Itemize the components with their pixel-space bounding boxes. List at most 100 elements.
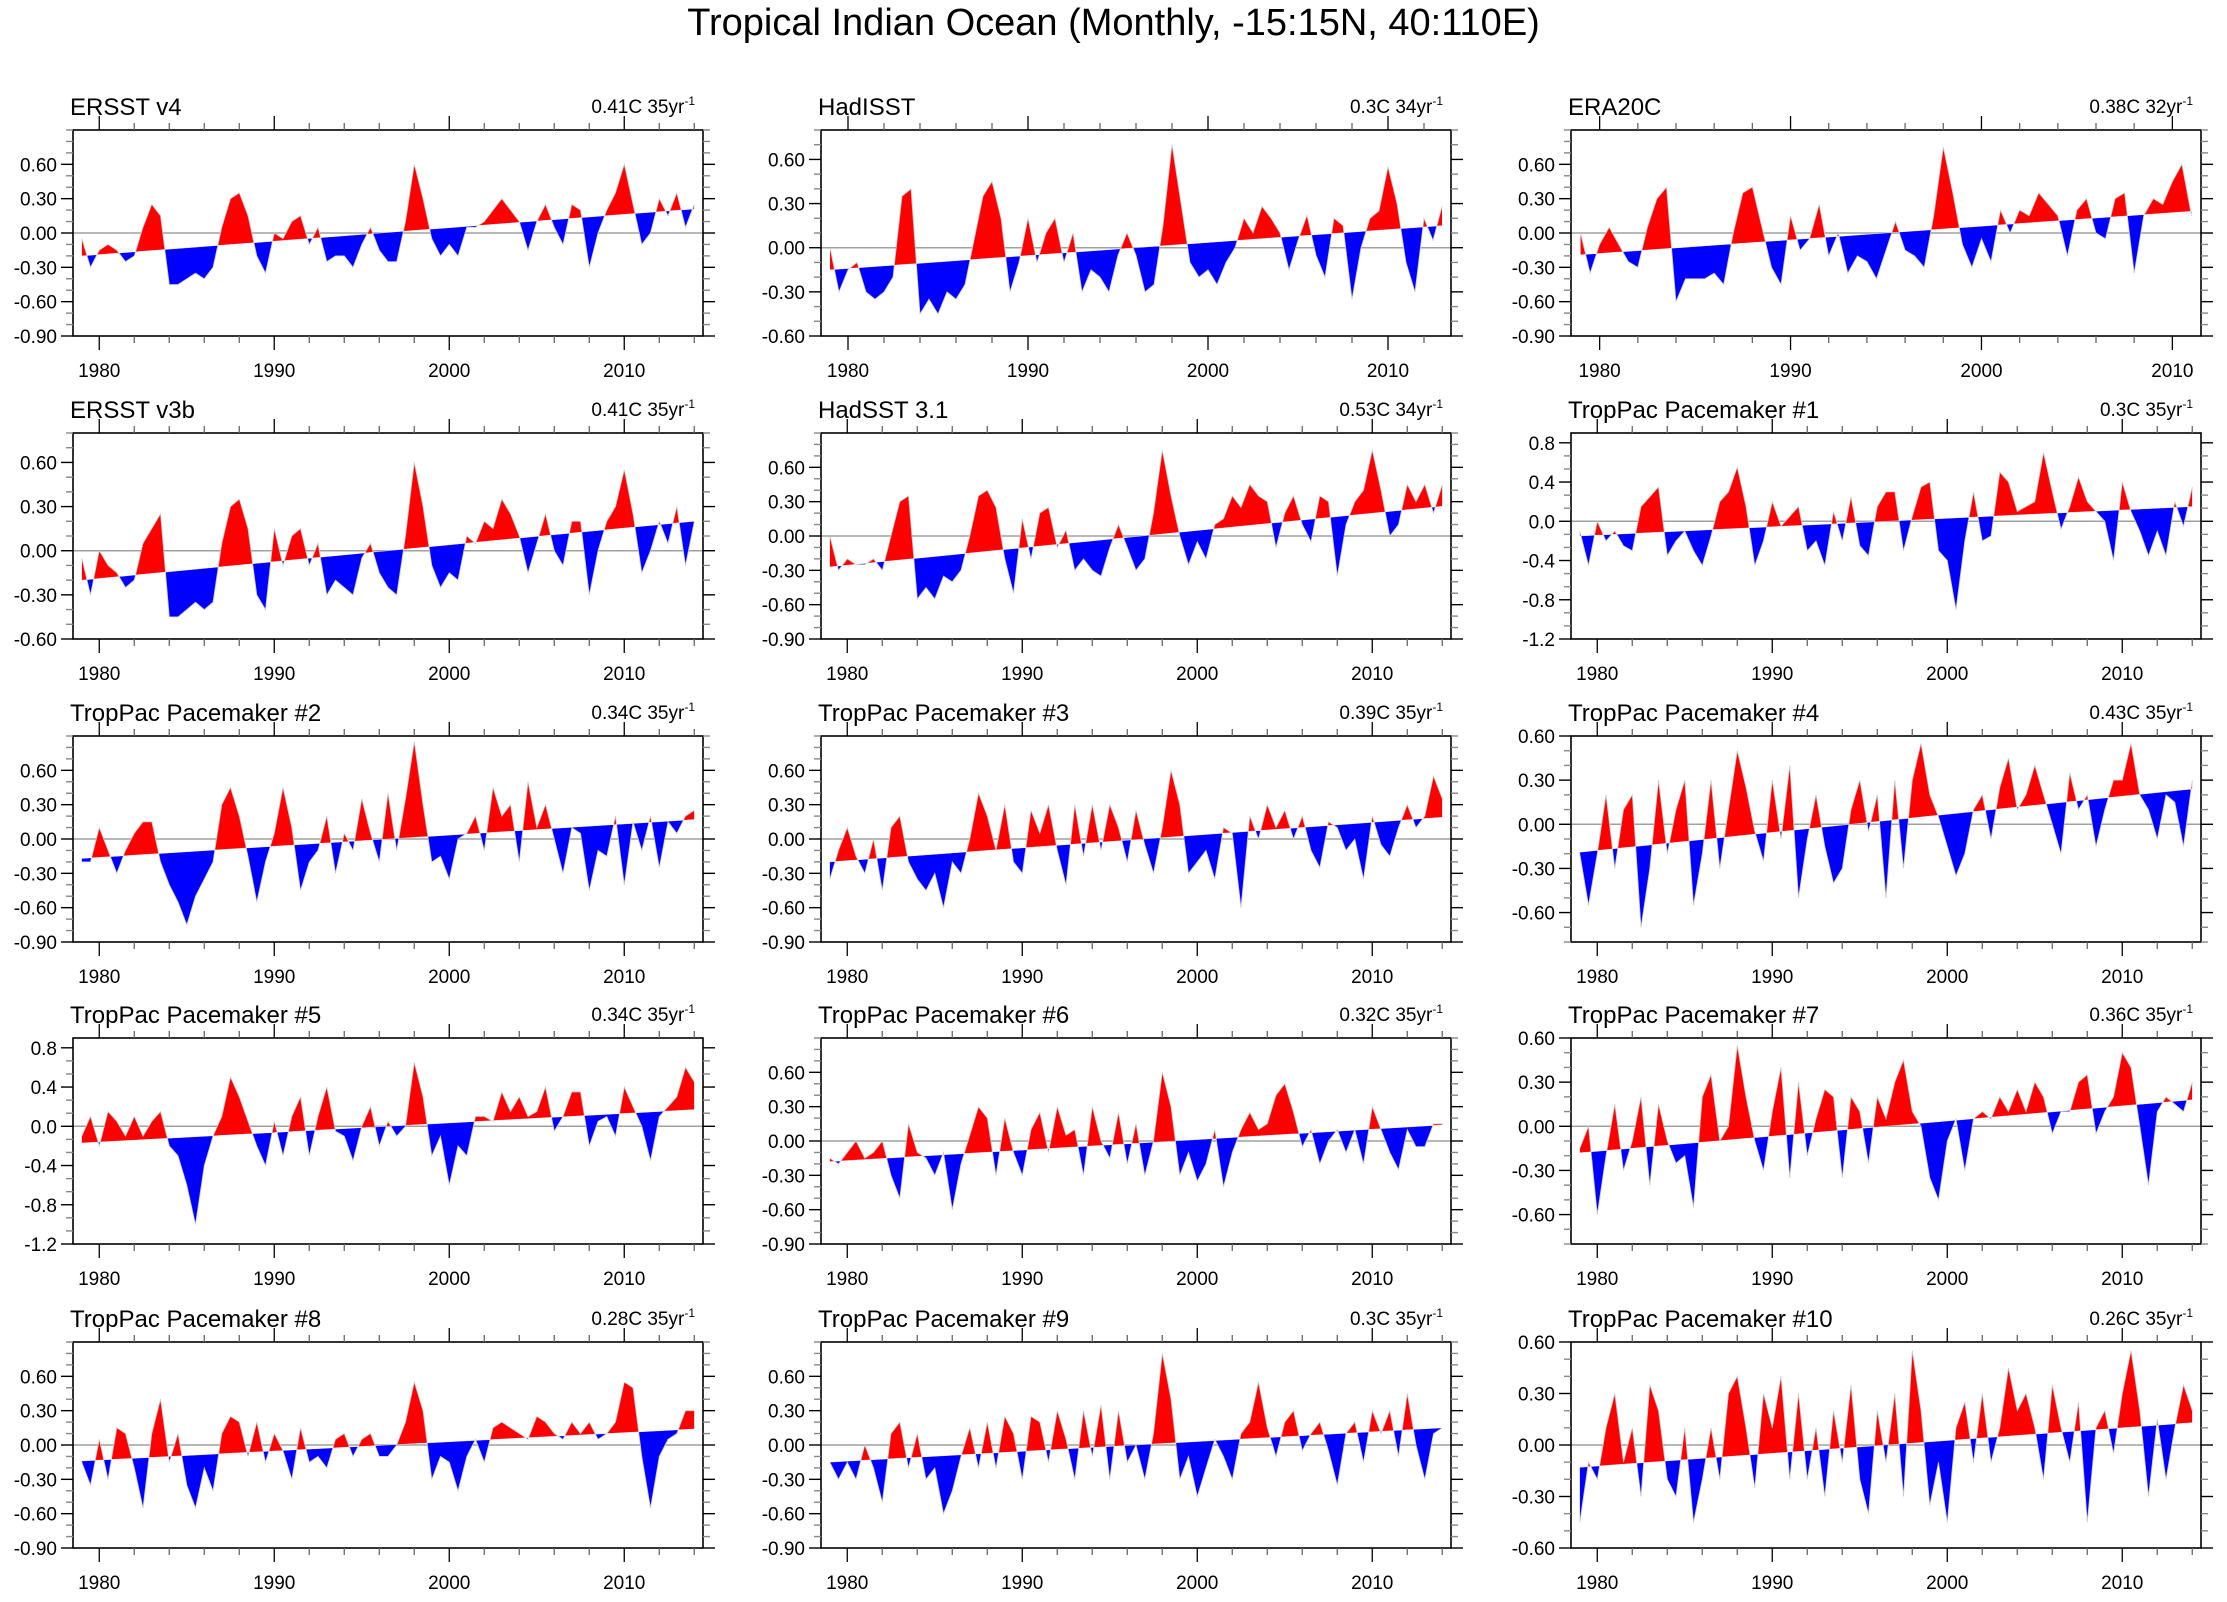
- y-tick-label: -0.60: [762, 1505, 805, 1526]
- trend-label: 0.34C 35yr-1: [591, 700, 695, 724]
- y-tick-label: 0.0: [1529, 512, 1555, 533]
- chart-panel: 0.60 0.30 0.00 -0.30 -0.60 -0.90 1980 1990 2000 2…: [762, 397, 1463, 685]
- trend-exponent: -1: [684, 94, 695, 108]
- trend-label: 0.53C 34yr-1: [1339, 397, 1443, 421]
- y-tick-label: 0.00: [1518, 1117, 1555, 1138]
- x-tick-label: 2000: [1187, 361, 1229, 382]
- x-tick-label: 1990: [253, 361, 295, 382]
- y-tick-label: 0.30: [1518, 771, 1555, 792]
- series-line: [1579, 1045, 2193, 1215]
- above-trend-area: [1579, 1350, 2193, 1468]
- trend-value: 0.26C 35yr: [2089, 1309, 2183, 1330]
- x-tick-label: 2000: [1926, 664, 1968, 685]
- x-tick-label: 2000: [1926, 1269, 1968, 1290]
- x-tick-label: 2000: [1176, 1573, 1218, 1594]
- below-trend-area: [81, 1109, 695, 1225]
- trend-exponent: -1: [684, 1306, 695, 1320]
- trend-line: [829, 1427, 1443, 1463]
- trend-value: 0.32C 35yr: [1339, 1005, 1433, 1026]
- x-tick-label: 1990: [253, 664, 295, 685]
- trend-label: 0.38C 32yr-1: [2089, 94, 2193, 118]
- series-line: [1579, 1350, 2193, 1523]
- x-tick-label: 2010: [2101, 967, 2143, 988]
- trend-exponent: -1: [1432, 397, 1443, 411]
- x-tick-label: 2010: [603, 361, 645, 382]
- trend-label: 0.39C 35yr-1: [1339, 700, 1443, 724]
- x-tick-label: 1980: [78, 664, 120, 685]
- y-tick-label: 0.30: [768, 195, 805, 216]
- y-tick-label: 0.60: [20, 155, 57, 176]
- trend-label: 0.3C 35yr-1: [2100, 397, 2193, 421]
- trend-line: [829, 225, 1443, 271]
- below-trend-area: [1580, 211, 2192, 302]
- y-tick-label: 0.30: [20, 1402, 57, 1423]
- y-tick-label: 0.60: [768, 1063, 805, 1084]
- trend-label: 0.32C 35yr-1: [1339, 1002, 1443, 1026]
- x-tick-label: 2010: [1351, 1573, 1393, 1594]
- trend-value: 0.43C 35yr: [2089, 703, 2183, 724]
- trend-line: [829, 816, 1443, 863]
- plot-frame: [72, 1037, 704, 1245]
- y-tick-label: -0.30: [14, 1470, 57, 1491]
- panel-title: TropPac Pacemaker #8: [70, 1306, 321, 1333]
- trend-exponent: -1: [2182, 397, 2193, 411]
- x-tick-label: 1990: [1751, 967, 1793, 988]
- y-tick-label: -0.60: [1512, 1206, 1555, 1227]
- y-tick-label: -1.2: [1522, 630, 1555, 651]
- below-trend-area: [81, 521, 695, 617]
- below-trend-area: [81, 208, 695, 285]
- x-tick-label: 2010: [603, 967, 645, 988]
- trend-value: 0.34C 35yr: [591, 1005, 685, 1026]
- y-tick-label: -0.60: [762, 1201, 805, 1222]
- y-tick-label: -0.90: [1512, 327, 1555, 348]
- y-tick-label: -0.60: [14, 630, 57, 651]
- y-tick-label: 0.00: [768, 1132, 805, 1153]
- x-tick-label: 1980: [1576, 1269, 1618, 1290]
- y-tick-label: -0.4: [24, 1157, 57, 1178]
- panel-title: HadSST 3.1: [818, 397, 948, 424]
- x-tick-label: 2000: [1176, 967, 1218, 988]
- trend-value: 0.38C 32yr: [2089, 97, 2183, 118]
- chart-panel: 0.60 0.30 0.00 -0.30 -0.60 -0.90 1980 1990 2000 2…: [1512, 94, 2213, 382]
- below-trend-area: [829, 506, 1443, 599]
- above-trend-area: [1579, 452, 2193, 536]
- y-tick-label: -0.90: [762, 1539, 805, 1560]
- x-tick-label: 1980: [826, 664, 868, 685]
- x-tick-label: 2000: [428, 967, 470, 988]
- x-tick-label: 2000: [1176, 664, 1218, 685]
- trend-line: [81, 520, 695, 581]
- y-tick-label: 0.30: [20, 498, 57, 519]
- x-tick-label: 2000: [428, 361, 470, 382]
- trend-exponent: -1: [2182, 94, 2193, 108]
- y-tick-label: -0.60: [762, 327, 805, 348]
- panel-title: TropPac Pacemaker #9: [818, 1306, 1069, 1333]
- x-tick-label: 1990: [253, 1269, 295, 1290]
- y-tick-label: 0.30: [1518, 1385, 1555, 1406]
- x-tick-label: 2000: [428, 1269, 470, 1290]
- trend-exponent: -1: [684, 700, 695, 714]
- y-tick-label: 0.8: [31, 1039, 57, 1060]
- y-tick-label: 0.60: [20, 761, 57, 782]
- y-tick-label: -1.2: [24, 1235, 57, 1256]
- trend-label: 0.28C 35yr-1: [591, 1306, 695, 1330]
- trend-exponent: -1: [1432, 94, 1443, 108]
- trend-exponent: -1: [2182, 1002, 2193, 1016]
- x-tick-label: 1980: [826, 1573, 868, 1594]
- x-tick-label: 1980: [827, 361, 869, 382]
- x-tick-label: 1990: [1001, 1573, 1043, 1594]
- trend-label: 0.36C 35yr-1: [2089, 1002, 2193, 1026]
- y-tick-label: 0.00: [768, 830, 805, 851]
- y-tick-label: -0.30: [762, 1470, 805, 1491]
- x-tick-label: 1990: [1769, 361, 1811, 382]
- trend-value: 0.34C 35yr: [591, 703, 685, 724]
- x-tick-label: 2000: [1960, 361, 2002, 382]
- y-tick-label: 0.30: [768, 493, 805, 514]
- y-tick-label: -0.60: [1512, 904, 1555, 925]
- chart-panel: 0.60 0.30 0.00 -0.30 -0.60 1980 1990 2000 2010 ER…: [14, 397, 715, 685]
- trend-line: [1579, 788, 2193, 853]
- y-tick-label: 0.00: [1518, 1436, 1555, 1457]
- trend-line: [1579, 1422, 2193, 1468]
- above-trend-area: [829, 1353, 1443, 1463]
- trend-label: 0.3C 35yr-1: [1350, 1306, 1443, 1330]
- x-tick-label: 1980: [826, 967, 868, 988]
